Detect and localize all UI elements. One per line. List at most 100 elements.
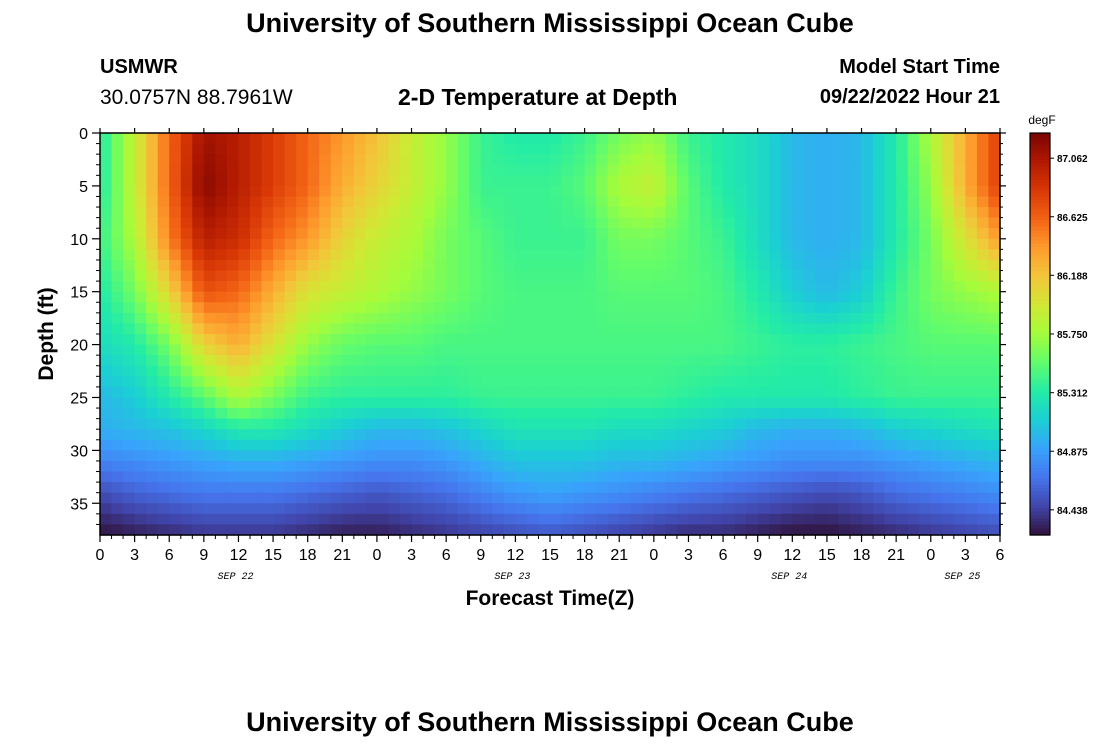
heatmap-cell	[273, 344, 286, 356]
heatmap-cell	[746, 312, 759, 325]
heatmap-cell	[780, 312, 793, 325]
heatmap-cell	[423, 207, 436, 219]
heatmap-cell	[596, 439, 609, 451]
heatmap-cell	[388, 238, 401, 250]
heatmap-cell	[192, 513, 205, 526]
heatmap-cell	[896, 471, 909, 483]
heatmap-cell	[319, 249, 332, 261]
heatmap-cell	[538, 450, 551, 462]
heatmap-cell	[896, 408, 909, 420]
heatmap-cell	[596, 334, 609, 346]
heatmap-cell	[307, 524, 320, 536]
heatmap-cell	[273, 334, 286, 346]
heatmap-cell	[642, 503, 655, 515]
heatmap-cell	[792, 365, 805, 377]
heatmap-cell	[584, 281, 597, 293]
heatmap-cell	[146, 281, 159, 293]
heatmap-cell	[919, 228, 932, 240]
heatmap-cell	[480, 291, 493, 303]
heatmap-cell	[503, 492, 516, 504]
heatmap-cell	[803, 397, 816, 409]
heatmap-cell	[700, 386, 713, 399]
heatmap-cell	[942, 471, 955, 483]
heatmap-cell	[492, 302, 505, 314]
heatmap-cell	[250, 312, 263, 325]
heatmap-cell	[988, 249, 1001, 261]
heatmap-cell	[365, 217, 378, 229]
heatmap-cell	[561, 281, 574, 293]
heatmap-cell	[757, 397, 770, 409]
heatmap-cell	[296, 164, 309, 176]
heatmap-cell	[215, 143, 228, 155]
heatmap-cell	[746, 334, 759, 346]
colorbar-segment	[1030, 414, 1050, 419]
heatmap-cell	[146, 228, 159, 240]
heatmap-cell	[757, 323, 770, 335]
heatmap-cell	[526, 503, 540, 515]
heatmap-cell	[100, 281, 113, 293]
heatmap-cell	[850, 154, 863, 166]
heatmap-cell	[850, 228, 863, 240]
heatmap-cell	[376, 228, 390, 240]
heatmap-cell	[642, 460, 655, 473]
heatmap-cell	[711, 397, 724, 409]
heatmap-cell	[965, 291, 978, 303]
heatmap-cell	[711, 175, 724, 187]
heatmap-cell	[215, 450, 228, 462]
heatmap-cell	[238, 386, 251, 399]
heatmap-cell	[446, 365, 459, 377]
heatmap-cell	[976, 185, 990, 198]
heatmap-cell	[988, 408, 1001, 420]
x-tick-label: 15	[818, 547, 836, 564]
heatmap-cell	[896, 503, 909, 515]
colorbar-segment	[1030, 357, 1050, 362]
heatmap-cell	[850, 270, 863, 282]
heatmap-cell	[584, 471, 597, 483]
heatmap-cell	[734, 228, 747, 240]
heatmap-cell	[446, 355, 459, 367]
heatmap-cell	[630, 482, 643, 494]
heatmap-cell	[596, 524, 609, 536]
heatmap-cell	[238, 291, 251, 303]
heatmap-cell	[780, 133, 793, 145]
x-tick-label: 18	[853, 547, 871, 564]
y-axis-label: Depth (ft)	[35, 287, 58, 380]
heatmap-cell	[353, 143, 366, 155]
heatmap-cell	[746, 323, 759, 335]
heatmap-cell	[157, 312, 170, 325]
heatmap-cell	[861, 238, 874, 250]
heatmap-cell	[919, 312, 932, 325]
heatmap-cell	[723, 154, 736, 166]
heatmap-cell	[261, 376, 274, 388]
heatmap-cell	[365, 228, 378, 240]
heatmap-cell	[238, 185, 251, 198]
colorbar-segment	[1030, 323, 1050, 328]
heatmap-cell	[619, 312, 632, 325]
heatmap-cell	[388, 196, 401, 208]
heatmap-cell	[434, 323, 447, 335]
heatmap-cell	[965, 270, 978, 282]
heatmap-cell	[526, 249, 540, 261]
heatmap-cell	[700, 524, 713, 536]
heatmap-cell	[330, 185, 343, 198]
heatmap-cell	[365, 185, 378, 198]
heatmap-cell	[607, 259, 620, 272]
heatmap-cell	[388, 133, 401, 145]
heatmap-cell	[976, 133, 990, 145]
heatmap-cell	[492, 281, 505, 293]
colorbar-segment	[1030, 226, 1050, 231]
heatmap-cell	[503, 386, 516, 399]
heatmap-cell	[400, 185, 413, 198]
colorbar-segment	[1030, 498, 1050, 503]
heatmap-cell	[861, 302, 874, 314]
heatmap-cell	[630, 429, 643, 441]
heatmap-cell	[457, 175, 470, 187]
heatmap-cell	[884, 217, 897, 229]
heatmap-cell	[584, 323, 597, 335]
colorbar-segment	[1030, 437, 1050, 442]
heatmap-cell	[503, 524, 516, 536]
heatmap-cell	[515, 408, 528, 420]
heatmap-cell	[261, 524, 274, 536]
heatmap-cell	[319, 450, 332, 462]
heatmap-cell	[919, 365, 932, 377]
